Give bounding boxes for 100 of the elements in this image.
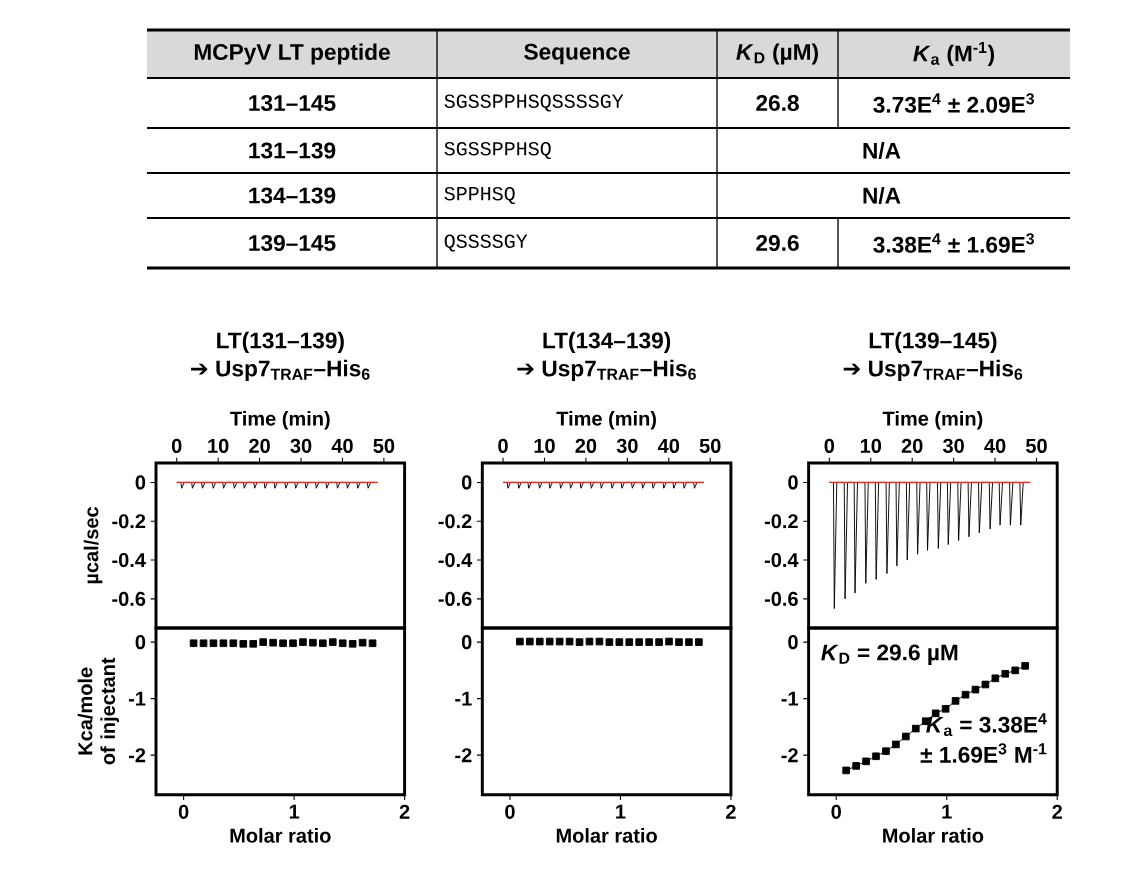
y-axis-title: Kca/mole of injectant	[77, 657, 120, 765]
text: N/A	[863, 142, 901, 159]
text: 29.6	[756, 234, 799, 252]
y-tick-label: -1	[455, 691, 472, 706]
y-tick-label: -0.4	[764, 552, 799, 568]
point	[1001, 669, 1010, 678]
annotation: K$_{D}$ = 29.6 µM	[821, 644, 958, 665]
point	[1011, 666, 1020, 675]
x-axis-title: Time (min)	[230, 410, 330, 430]
x-tick-label: 10	[860, 438, 882, 453]
point	[961, 690, 970, 699]
x-axis-title: Molar ratio	[556, 828, 657, 843]
category-label: 131–139	[249, 142, 336, 159]
text: SPPHSQ	[444, 186, 515, 205]
point	[842, 766, 850, 775]
text: SGSSPPHSQSSSSGY	[444, 94, 624, 112]
x-tick-label: 20	[249, 438, 270, 453]
chart-title: LT(134–139)	[543, 331, 671, 353]
category-label: K$_{a}$ (M$^{-1}$)	[913, 42, 995, 66]
point	[892, 740, 900, 749]
point	[1021, 662, 1029, 670]
x-axis-title: Molar ratio	[230, 828, 331, 843]
point	[852, 762, 860, 770]
x-tick-label: 2	[1052, 804, 1062, 819]
x-tick-label: 40	[657, 438, 680, 453]
x-tick-label: 1	[289, 804, 300, 819]
x-axis-title: Molar ratio	[883, 828, 984, 843]
text: 3.38E$^{4}$ ± 1.69E$^{3}$	[873, 233, 1035, 253]
point	[882, 747, 890, 755]
y-tick-label: 0	[135, 635, 146, 650]
text: N/A	[863, 187, 901, 204]
x-tick-label: 10	[534, 438, 555, 453]
chart-title: LT(139–145)	[869, 331, 997, 353]
y-tick-label: -0.2	[764, 514, 798, 529]
chart-subtitle: ➔ Usp7$_{TRAF}$–His$_{6}$	[517, 359, 696, 381]
x-tick-label: 0	[505, 804, 515, 819]
category-label: 139–145	[249, 234, 336, 252]
point	[971, 685, 980, 694]
y-tick-label: -1	[128, 691, 146, 706]
x-tick-label: 2	[726, 804, 736, 819]
point	[872, 752, 880, 761]
annotation: K$_{a}$ = 3.38E$^{4}$	[926, 713, 1047, 737]
category-label: 134–139	[249, 187, 336, 204]
chart-title: LT(131–139)	[217, 331, 344, 353]
x-tick-label: 2	[399, 804, 410, 819]
x-tick-label: 0	[178, 804, 189, 819]
y-tick-label: -0.2	[438, 514, 472, 529]
x-tick-label: 50	[699, 438, 721, 453]
x-tick-label: 30	[942, 438, 964, 453]
y-tick-label: -0.4	[112, 552, 146, 568]
y-tick-label: 0	[461, 635, 472, 650]
y-tick-label: -1	[781, 691, 798, 706]
point	[951, 697, 960, 705]
annotation: ± 1.69E$^{3}$ M$^{-1}$	[920, 743, 1047, 763]
x-tick-label: 0	[824, 438, 835, 453]
x-tick-label: 20	[575, 438, 597, 453]
point	[991, 674, 1000, 683]
x-tick-label: 30	[290, 438, 312, 453]
y-tick-label: 0	[135, 475, 146, 490]
point	[862, 757, 870, 766]
chart-subtitle: ➔ Usp7$_{TRAF}$–His$_{6}$	[191, 359, 370, 381]
category-label: 131–145	[249, 94, 336, 112]
point	[902, 732, 910, 741]
x-tick-label: 50	[1025, 438, 1047, 453]
x-tick-label: 40	[984, 438, 1006, 453]
y-tick-label: -0.6	[764, 591, 798, 606]
x-tick-label: 1	[616, 804, 626, 819]
category-label: Sequence	[524, 43, 630, 65]
y-axis-title: µcal/sec	[83, 506, 103, 584]
x-axis-title: Time (min)	[556, 410, 656, 430]
point	[981, 680, 990, 689]
y-tick-label: 0	[461, 475, 472, 490]
y-tick-label: 0	[788, 635, 798, 650]
text: 3.73E$^{4}$ ± 2.09E$^{3}$	[873, 93, 1035, 113]
text: QSSSSGY	[444, 234, 528, 252]
x-tick-label: 30	[616, 438, 638, 453]
y-tick-label: -2	[128, 748, 146, 763]
text: 26.8	[756, 94, 799, 112]
chart-subtitle: ➔ Usp7$_{TRAF}$–His$_{6}$	[843, 359, 1023, 381]
point	[941, 705, 950, 713]
x-tick-label: 50	[373, 438, 395, 453]
y-tick-label: -0.6	[112, 591, 146, 606]
text: SGSSPPHSQ	[444, 141, 551, 160]
y-tick-label: -0.2	[112, 514, 146, 529]
y-tick-label: 0	[788, 475, 798, 490]
point	[911, 724, 920, 733]
y-tick-label: -0.6	[438, 591, 472, 606]
x-tick-label: 10	[208, 438, 229, 453]
category-label: K$_{D}$ (µM)	[736, 43, 818, 65]
y-tick-label: -2	[781, 748, 798, 763]
y-tick-label: -0.4	[438, 552, 473, 568]
category-label: MCPyV LT peptide	[194, 43, 390, 65]
x-tick-label: 1	[942, 804, 952, 819]
y-tick-label: -2	[455, 748, 472, 763]
x-tick-label: 20	[901, 438, 923, 453]
x-tick-label: 0	[171, 438, 182, 453]
x-axis-title: Time (min)	[882, 410, 983, 430]
x-tick-label: 40	[331, 438, 353, 453]
x-tick-label: 0	[498, 438, 508, 453]
x-tick-label: 0	[831, 804, 841, 819]
